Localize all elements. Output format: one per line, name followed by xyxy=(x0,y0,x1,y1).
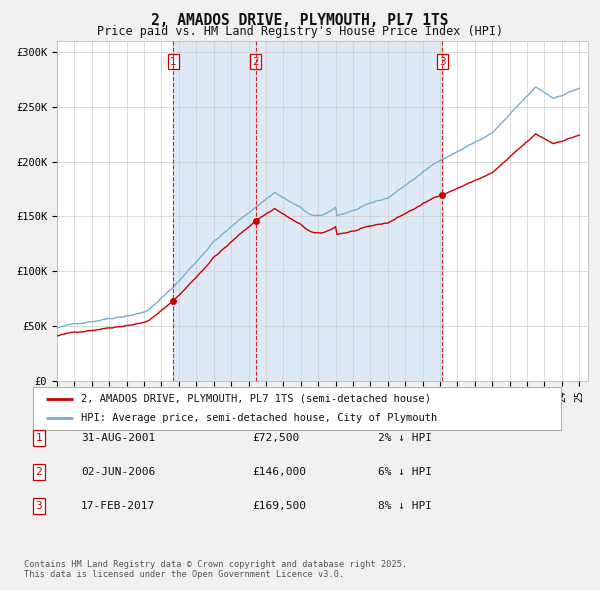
Text: 3: 3 xyxy=(439,57,445,67)
Bar xyxy=(173,41,442,381)
Text: 2% ↓ HPI: 2% ↓ HPI xyxy=(378,433,432,442)
Text: £72,500: £72,500 xyxy=(252,433,299,442)
Text: 17-FEB-2017: 17-FEB-2017 xyxy=(81,502,155,511)
Text: Price paid vs. HM Land Registry's House Price Index (HPI): Price paid vs. HM Land Registry's House … xyxy=(97,25,503,38)
Text: 2, AMADOS DRIVE, PLYMOUTH, PL7 1TS (semi-detached house): 2, AMADOS DRIVE, PLYMOUTH, PL7 1TS (semi… xyxy=(80,394,431,404)
Text: 2: 2 xyxy=(253,57,259,67)
Text: £146,000: £146,000 xyxy=(252,467,306,477)
Text: 8% ↓ HPI: 8% ↓ HPI xyxy=(378,502,432,511)
Text: HPI: Average price, semi-detached house, City of Plymouth: HPI: Average price, semi-detached house,… xyxy=(80,413,437,423)
Text: 1: 1 xyxy=(35,433,43,442)
Text: 1: 1 xyxy=(170,57,176,67)
Text: 6% ↓ HPI: 6% ↓ HPI xyxy=(378,467,432,477)
Text: Contains HM Land Registry data © Crown copyright and database right 2025.
This d: Contains HM Land Registry data © Crown c… xyxy=(24,560,407,579)
Text: 2, AMADOS DRIVE, PLYMOUTH, PL7 1TS: 2, AMADOS DRIVE, PLYMOUTH, PL7 1TS xyxy=(151,13,449,28)
Text: £169,500: £169,500 xyxy=(252,502,306,511)
Text: 3: 3 xyxy=(35,502,43,511)
Text: 02-JUN-2006: 02-JUN-2006 xyxy=(81,467,155,477)
Text: 31-AUG-2001: 31-AUG-2001 xyxy=(81,433,155,442)
Text: 2: 2 xyxy=(35,467,43,477)
